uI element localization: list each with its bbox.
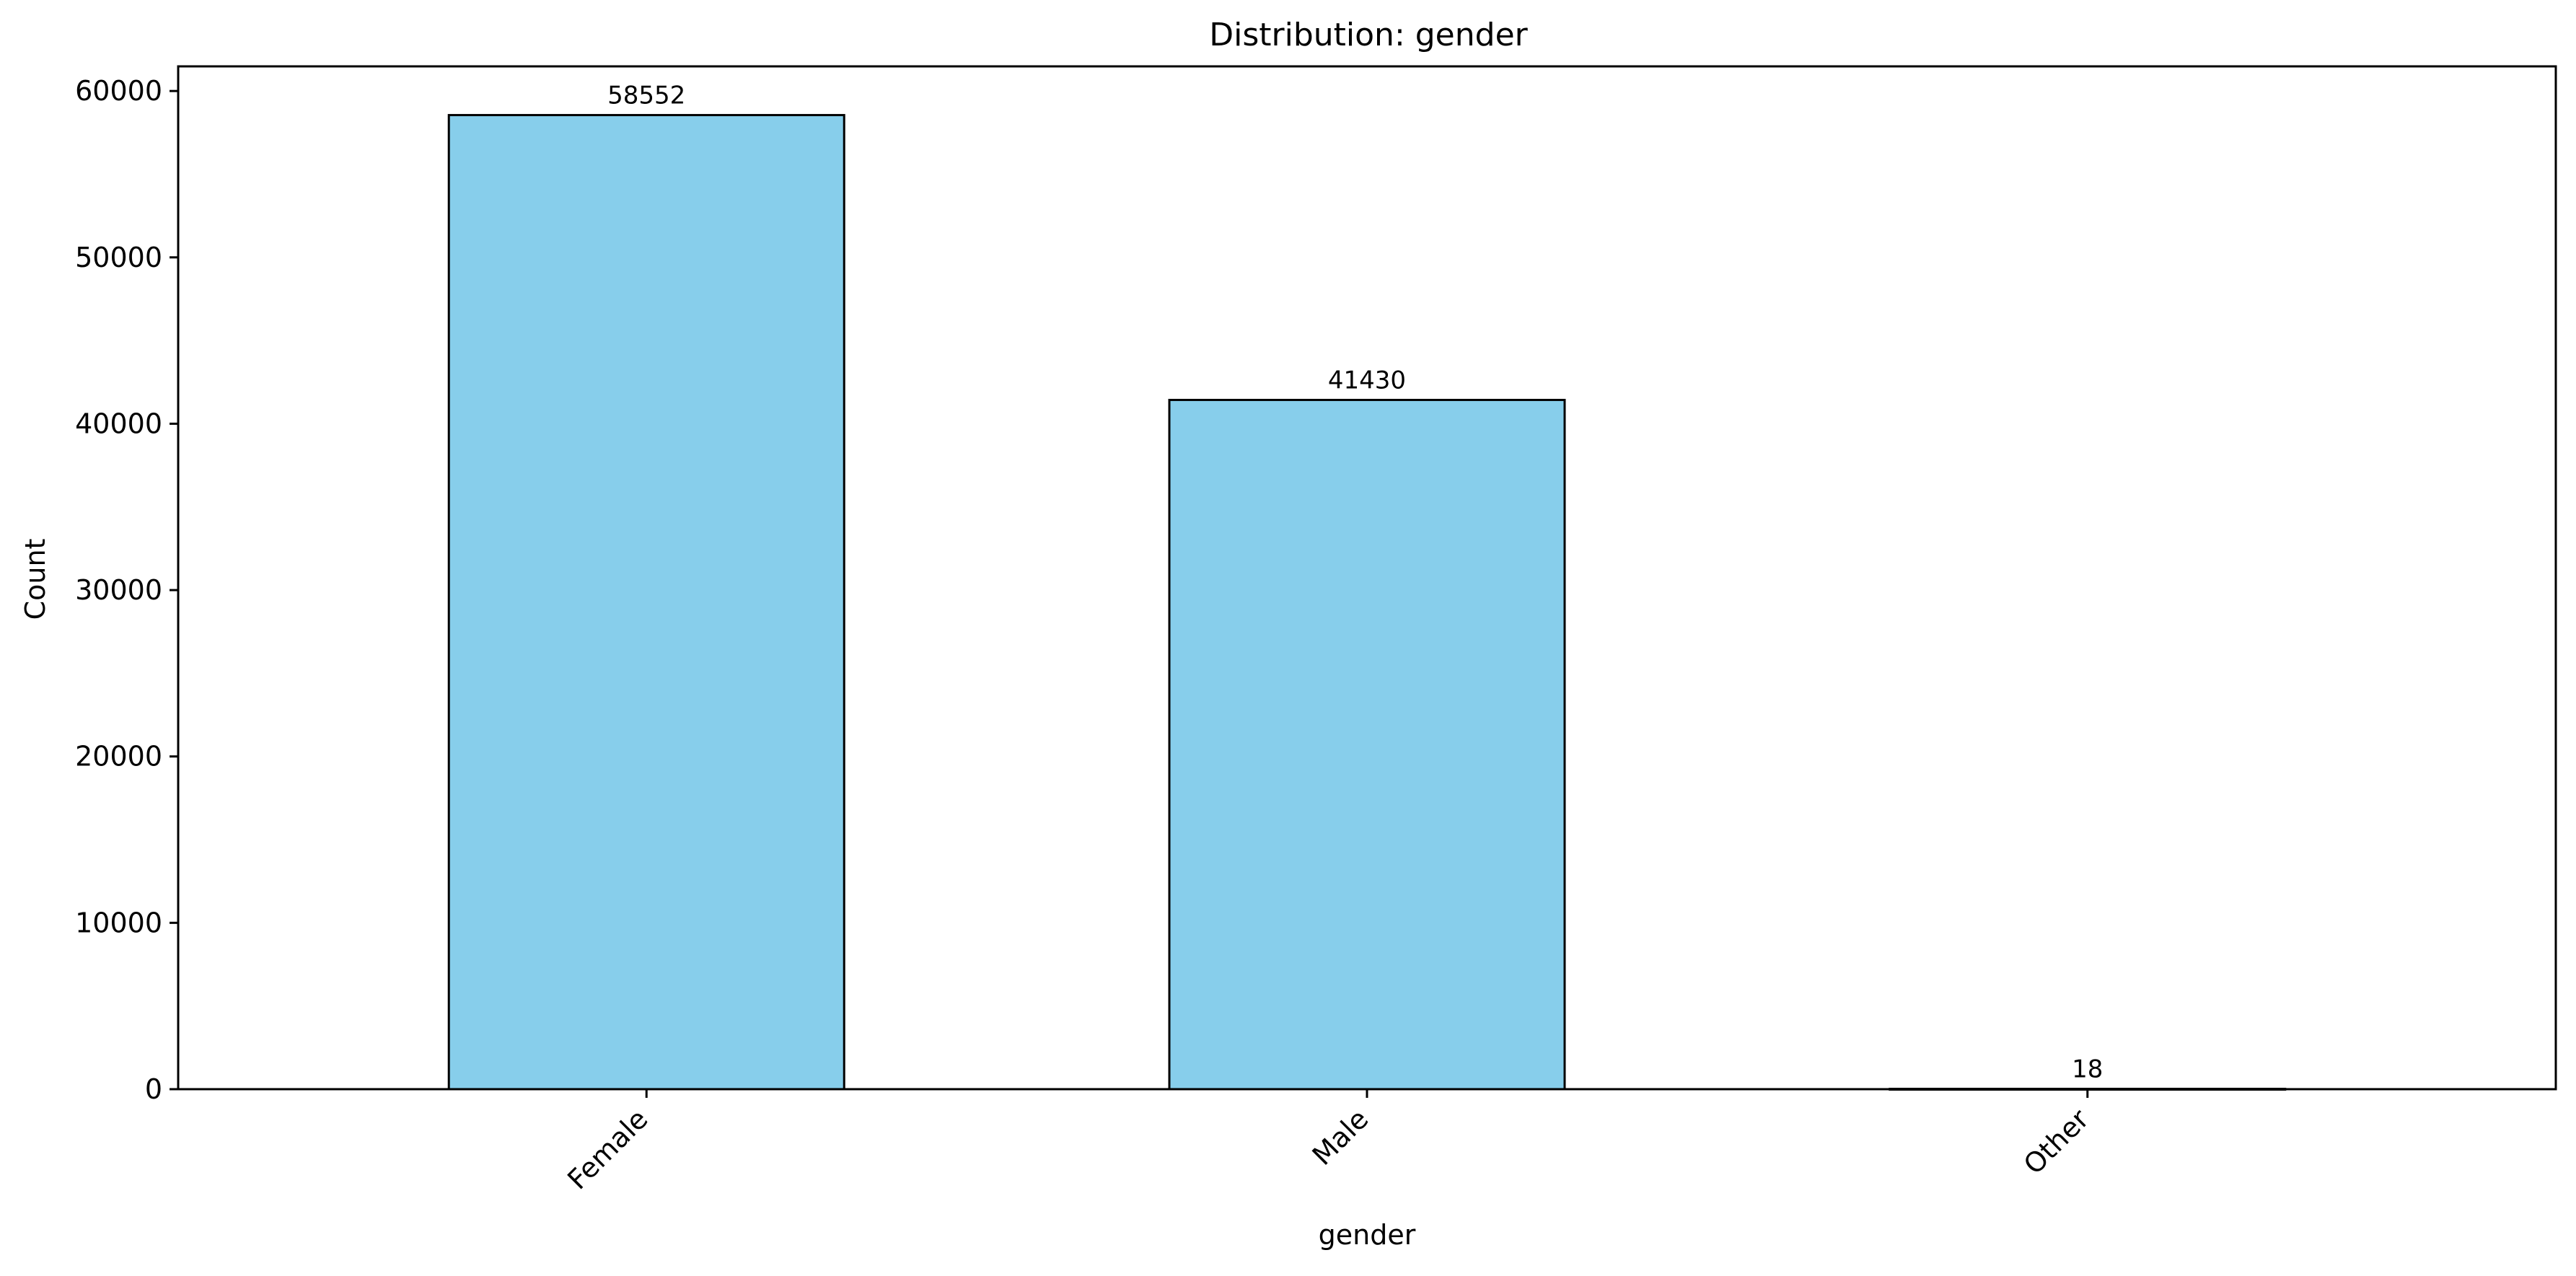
y-tick-label: 40000 — [75, 408, 162, 439]
y-tick-label: 0 — [145, 1073, 162, 1105]
y-axis-label: Count — [19, 539, 51, 620]
value-labels-layer: 58552 41430 18 — [607, 82, 2103, 1084]
y-tick-label: 60000 — [75, 75, 162, 107]
y-tick-label: 10000 — [75, 907, 162, 938]
y-tick-label: 30000 — [75, 574, 162, 606]
y-tick-label: 20000 — [75, 741, 162, 773]
x-axis-label: gender — [1319, 1219, 1416, 1251]
bar-value-label: 58552 — [607, 82, 685, 110]
bar-value-label: 18 — [2072, 1055, 2103, 1084]
y-tick-label: 50000 — [75, 242, 162, 273]
bars-layer — [447, 114, 2287, 1091]
bar-male — [1168, 398, 1566, 1091]
bar-value-label: 41430 — [1328, 366, 1406, 395]
chart-title: Distribution: gender — [1209, 17, 1528, 53]
bar-female — [447, 114, 845, 1091]
plot-frame — [177, 65, 2557, 1091]
y-axis-ticks: 0 10000 20000 30000 40000 50000 60000 — [75, 75, 178, 1105]
